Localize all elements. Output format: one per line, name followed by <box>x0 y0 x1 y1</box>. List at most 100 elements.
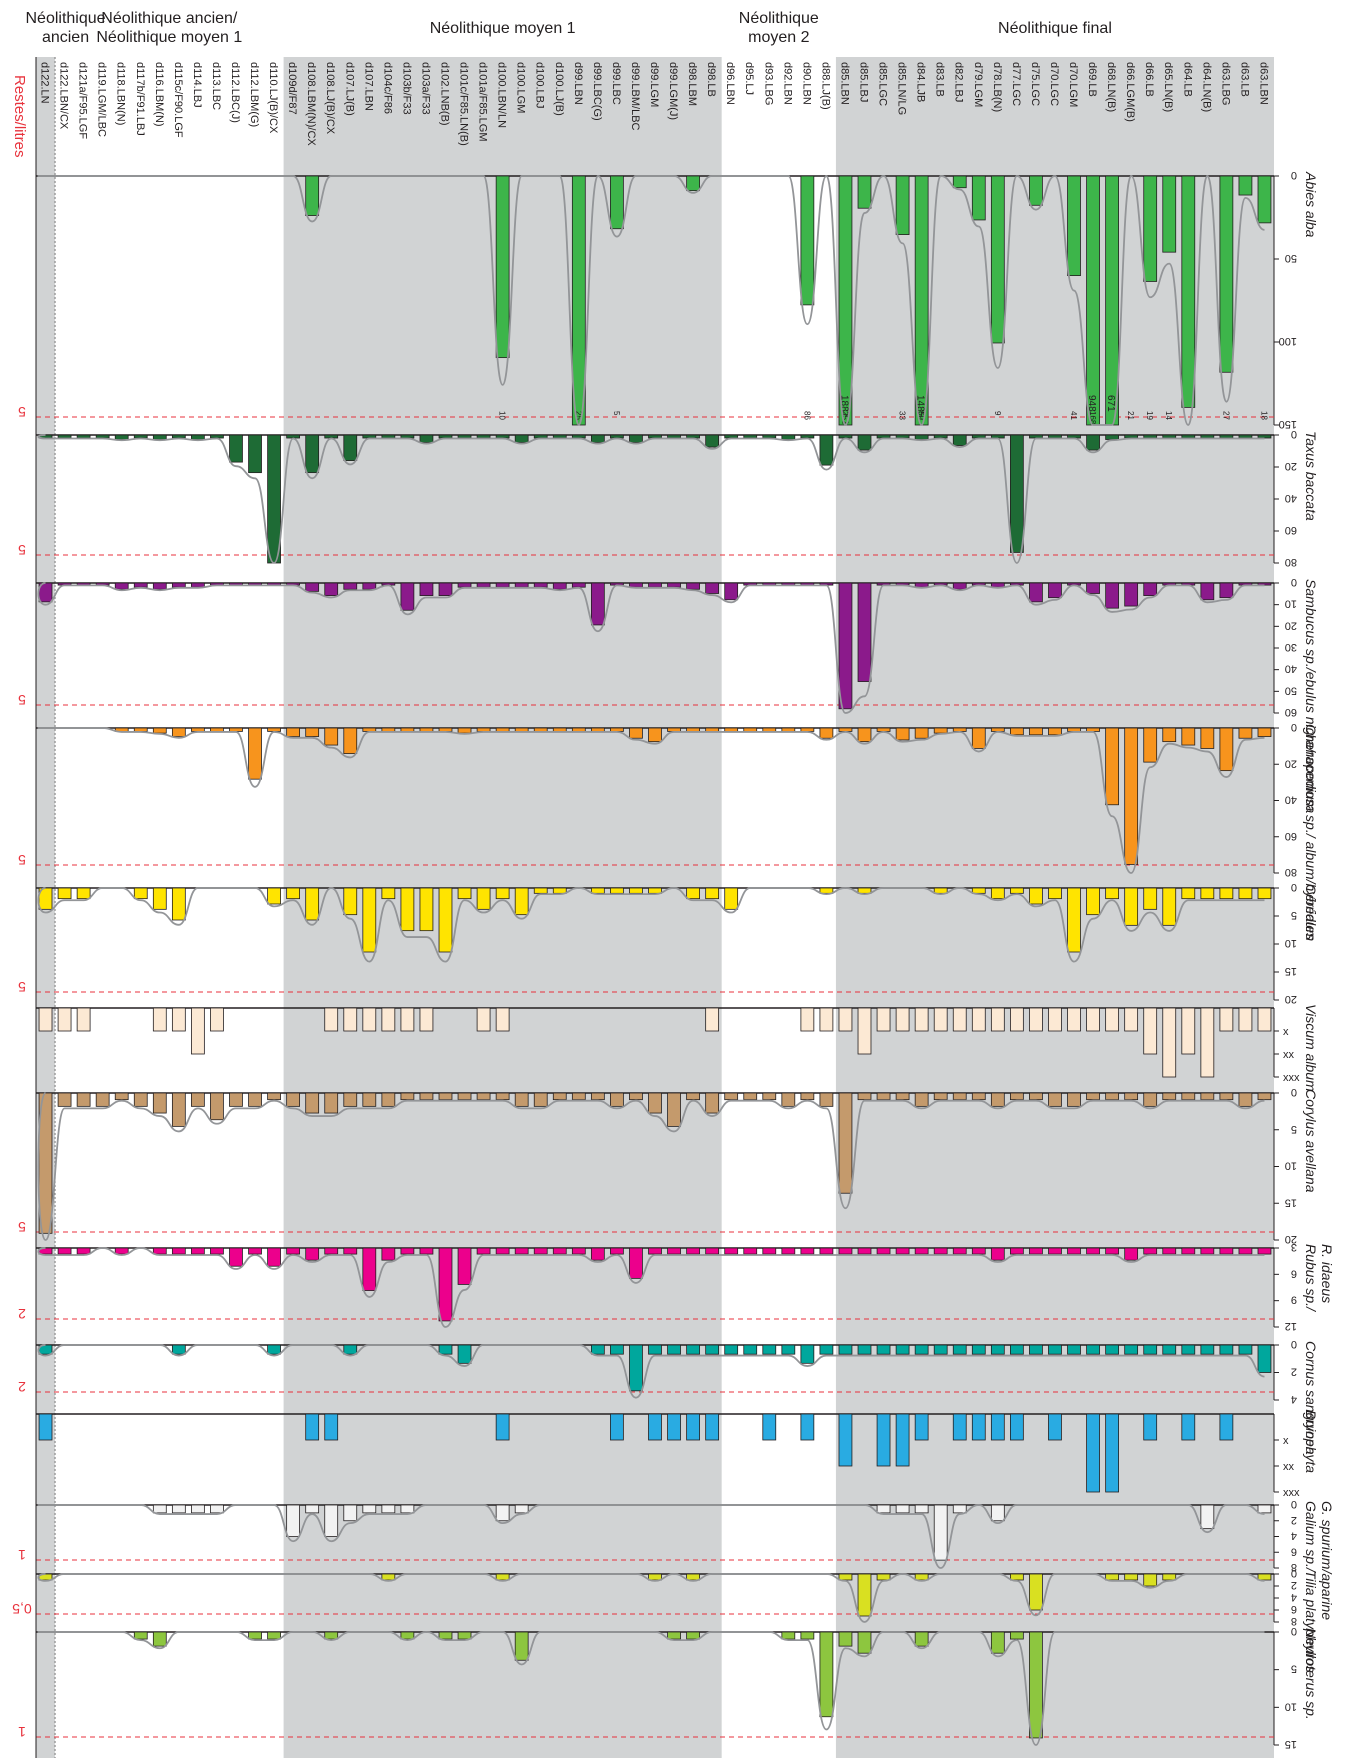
period-band-4 <box>835 57 1274 1758</box>
bar <box>305 887 320 921</box>
bar <box>476 434 491 439</box>
exaggeration-curve <box>37 175 1265 426</box>
sample-label: d112.LBC(J) <box>229 62 241 123</box>
tick-label: 5 <box>1291 1123 1297 1135</box>
sample-label: d78.LB(N) <box>991 62 1003 112</box>
bar <box>610 1413 624 1441</box>
sample-label: d66.LB <box>1143 62 1155 97</box>
bar <box>1124 1007 1139 1032</box>
bar <box>248 1631 262 1640</box>
bar <box>819 1007 834 1032</box>
bar <box>914 582 929 588</box>
bar <box>362 582 377 590</box>
sample-label: d110.LJ(B)/CX <box>267 62 279 134</box>
bar <box>1143 1573 1158 1587</box>
bar <box>933 1504 948 1561</box>
bar <box>76 887 91 900</box>
bar <box>191 1504 205 1514</box>
bar <box>552 1092 567 1101</box>
bar <box>1162 887 1177 926</box>
sample-label: d119.LGM/LBC <box>96 62 108 137</box>
bar <box>1105 1247 1119 1255</box>
sample-label: d96.LBN <box>724 62 736 105</box>
taxon-name-line: Sambucus sp./ebulus nigra/racemosa <box>1303 579 1319 813</box>
sample-label: d84.LJB <box>915 62 927 102</box>
bar <box>1105 1573 1119 1581</box>
bar <box>343 582 358 590</box>
bar <box>895 1413 910 1467</box>
tick-label: 2 <box>1291 1366 1297 1378</box>
sample-label: d66.LGM(B) <box>1124 62 1136 122</box>
bar <box>952 434 967 446</box>
bar <box>838 1631 853 1647</box>
sample-label: d102.LNB(B) <box>438 62 450 126</box>
bar <box>686 582 700 590</box>
bar <box>171 582 186 588</box>
taxon-name: Neuroterus sp. <box>1303 1628 1319 1720</box>
bar <box>381 1573 396 1581</box>
bar <box>857 727 872 743</box>
bar <box>1257 175 1272 224</box>
sample-label: d99.LBC <box>610 62 622 105</box>
taxon-name: Galium sp./G. spurium/aparine <box>1303 1501 1335 1620</box>
bar <box>1200 582 1215 601</box>
period-label-2: Néolithique moyen 1 <box>430 20 576 37</box>
bar <box>495 1573 510 1581</box>
bar <box>1105 1007 1119 1032</box>
bar <box>686 1573 700 1581</box>
sample-label: d100.LBJ <box>534 62 546 108</box>
taxon-name: Corylus avellana <box>1303 1089 1319 1193</box>
curve-value-label: 5 <box>612 411 621 416</box>
bar <box>933 1092 948 1101</box>
bar <box>286 1504 300 1537</box>
bar <box>457 582 472 588</box>
period-label-line: Néolithique moyen 1 <box>96 29 242 46</box>
bar <box>514 727 529 732</box>
bar <box>305 434 320 474</box>
bar <box>705 727 720 732</box>
bar <box>1010 1573 1024 1581</box>
exaggeration-curve <box>37 1631 1265 1746</box>
bar <box>1238 887 1253 900</box>
bar <box>38 1007 53 1032</box>
taxon-panel-12: 0 5 10 15 1 Neuroterus sp. <box>18 1625 1319 1750</box>
bar <box>971 1092 986 1101</box>
sample-labels: d122.LN d122.LBN/CX d121a/F95.LGF d119.LGM/… <box>39 62 1270 146</box>
bar <box>1124 1344 1139 1355</box>
bar <box>590 434 605 443</box>
bar <box>1143 582 1158 596</box>
bar <box>971 727 986 749</box>
bar-value-label: 1485 <box>915 395 926 418</box>
bar <box>1010 1007 1024 1032</box>
bar <box>1238 1007 1253 1032</box>
tick-label: 10 <box>1285 1160 1297 1172</box>
bar <box>1010 1247 1024 1255</box>
curve-value-label: 18 <box>1259 411 1268 420</box>
tick-label: 20 <box>1285 1233 1297 1245</box>
sample-label: d99.LGM <box>648 62 660 107</box>
bar <box>1105 582 1119 609</box>
bar <box>1124 727 1139 865</box>
tick-label: x <box>1283 1026 1289 1038</box>
bar <box>1105 727 1119 806</box>
bar <box>838 727 853 732</box>
bar <box>400 434 415 439</box>
period-label-line: Néolithique ancien/ <box>101 10 238 27</box>
bar <box>705 1344 720 1355</box>
bar <box>533 1247 548 1255</box>
bar <box>648 727 662 743</box>
threshold-label: 1 <box>18 1547 26 1563</box>
bar <box>819 1631 834 1718</box>
bar <box>990 434 1005 439</box>
bar <box>1029 1247 1043 1255</box>
bar <box>248 1247 262 1255</box>
sample-label: d64.LB <box>1181 62 1193 97</box>
bar <box>438 1247 453 1322</box>
bar <box>438 434 453 439</box>
bar <box>914 1007 929 1032</box>
bar <box>1029 1573 1043 1611</box>
bar <box>171 1092 186 1127</box>
bar <box>781 1247 796 1255</box>
bar <box>438 1092 453 1101</box>
